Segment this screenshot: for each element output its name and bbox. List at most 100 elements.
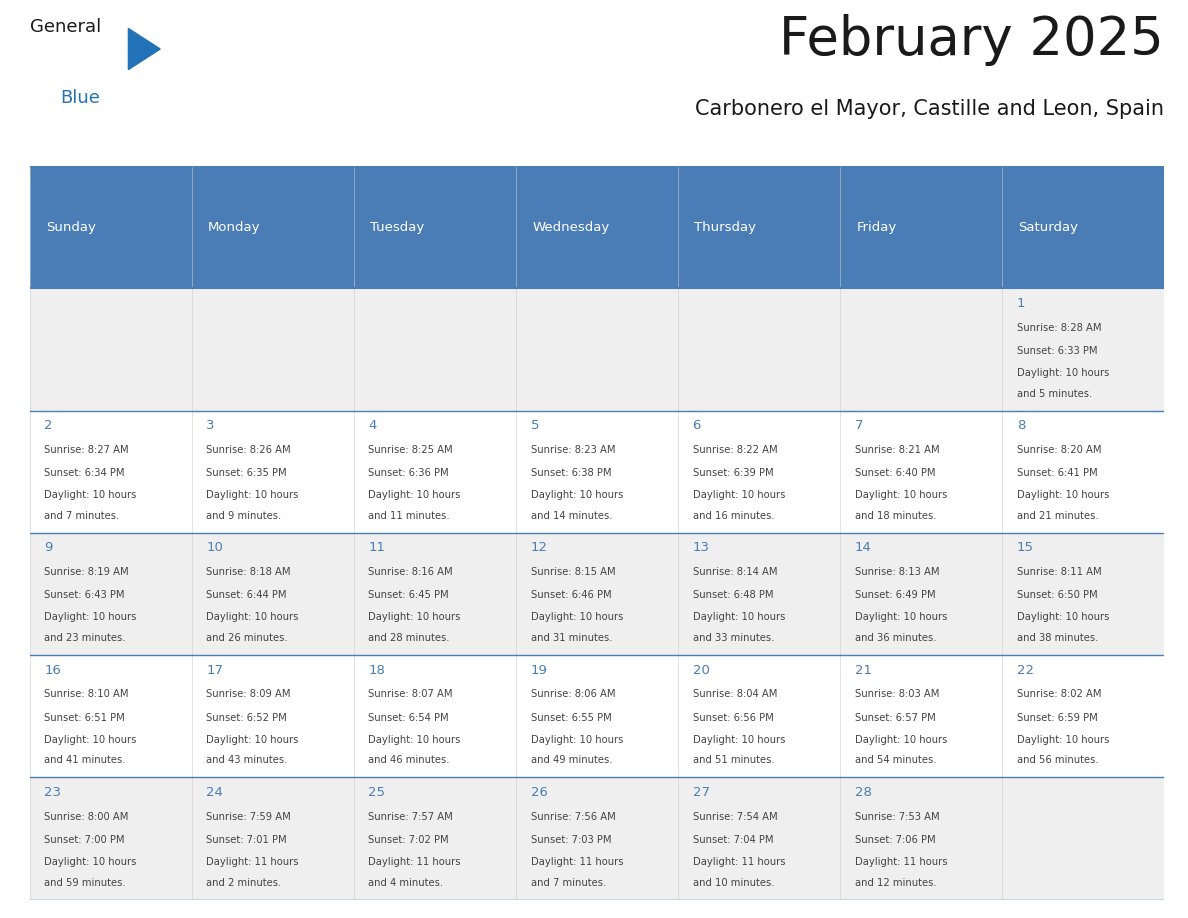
Text: Sunrise: 8:20 AM: Sunrise: 8:20 AM (1017, 445, 1101, 455)
Text: 19: 19 (531, 664, 548, 677)
Text: and 43 minutes.: and 43 minutes. (207, 756, 287, 766)
Text: Sunrise: 7:57 AM: Sunrise: 7:57 AM (368, 812, 453, 822)
Text: and 2 minutes.: and 2 minutes. (207, 878, 282, 888)
Text: and 7 minutes.: and 7 minutes. (44, 511, 120, 521)
Text: Daylight: 11 hours: Daylight: 11 hours (531, 856, 623, 867)
Text: 7: 7 (854, 420, 864, 432)
Bar (30, 288, 1164, 410)
Text: Daylight: 10 hours: Daylight: 10 hours (368, 612, 461, 622)
Text: Sunrise: 8:21 AM: Sunrise: 8:21 AM (854, 445, 940, 455)
Polygon shape (128, 28, 160, 70)
Bar (840, 166, 1003, 288)
Text: Sunset: 6:57 PM: Sunset: 6:57 PM (854, 712, 935, 722)
Text: and 51 minutes.: and 51 minutes. (693, 756, 775, 766)
Text: Sunrise: 8:03 AM: Sunrise: 8:03 AM (854, 689, 939, 700)
Text: Sunset: 6:49 PM: Sunset: 6:49 PM (854, 590, 935, 600)
Text: Sunrise: 8:00 AM: Sunrise: 8:00 AM (44, 812, 128, 822)
Text: and 49 minutes.: and 49 minutes. (531, 756, 612, 766)
Text: February 2025: February 2025 (779, 14, 1164, 66)
Text: and 12 minutes.: and 12 minutes. (854, 878, 936, 888)
Text: Sunrise: 7:56 AM: Sunrise: 7:56 AM (531, 812, 615, 822)
Text: Sunset: 6:40 PM: Sunset: 6:40 PM (854, 468, 935, 478)
Text: Daylight: 10 hours: Daylight: 10 hours (1017, 612, 1110, 622)
Text: Daylight: 10 hours: Daylight: 10 hours (693, 612, 785, 622)
Text: Daylight: 11 hours: Daylight: 11 hours (693, 856, 785, 867)
Text: Sunrise: 8:19 AM: Sunrise: 8:19 AM (44, 567, 129, 577)
Text: Sunset: 6:39 PM: Sunset: 6:39 PM (693, 468, 773, 478)
Text: Daylight: 10 hours: Daylight: 10 hours (531, 612, 623, 622)
Text: and 59 minutes.: and 59 minutes. (44, 878, 126, 888)
Text: Daylight: 10 hours: Daylight: 10 hours (207, 490, 298, 500)
Text: Sunrise: 8:07 AM: Sunrise: 8:07 AM (368, 689, 453, 700)
Text: and 7 minutes.: and 7 minutes. (531, 878, 606, 888)
Text: 1: 1 (1017, 297, 1025, 310)
Text: Sunrise: 8:14 AM: Sunrise: 8:14 AM (693, 567, 777, 577)
Text: and 10 minutes.: and 10 minutes. (693, 878, 775, 888)
Bar (516, 166, 678, 288)
Text: 27: 27 (693, 786, 709, 799)
Text: Sunrise: 7:59 AM: Sunrise: 7:59 AM (207, 812, 291, 822)
Text: Sunset: 7:02 PM: Sunset: 7:02 PM (368, 834, 449, 845)
Text: 15: 15 (1017, 542, 1034, 554)
Text: Daylight: 11 hours: Daylight: 11 hours (368, 856, 461, 867)
Text: Wednesday: Wednesday (532, 221, 609, 234)
Text: Daylight: 10 hours: Daylight: 10 hours (1017, 368, 1110, 378)
Text: 12: 12 (531, 542, 548, 554)
Text: 23: 23 (44, 786, 62, 799)
Text: 11: 11 (368, 542, 385, 554)
Text: Daylight: 10 hours: Daylight: 10 hours (207, 734, 298, 744)
Bar (30, 410, 1164, 532)
Bar (30, 778, 1164, 900)
Text: Sunrise: 8:11 AM: Sunrise: 8:11 AM (1017, 567, 1101, 577)
Text: Daylight: 10 hours: Daylight: 10 hours (368, 734, 461, 744)
Text: Sunrise: 8:16 AM: Sunrise: 8:16 AM (368, 567, 453, 577)
Text: and 23 minutes.: and 23 minutes. (44, 633, 126, 644)
Text: and 38 minutes.: and 38 minutes. (1017, 633, 1098, 644)
Text: 4: 4 (368, 420, 377, 432)
Text: Monday: Monday (208, 221, 260, 234)
Text: Sunset: 6:46 PM: Sunset: 6:46 PM (531, 590, 611, 600)
Text: and 9 minutes.: and 9 minutes. (207, 511, 282, 521)
Text: Daylight: 10 hours: Daylight: 10 hours (531, 734, 623, 744)
Text: Sunrise: 8:27 AM: Sunrise: 8:27 AM (44, 445, 129, 455)
Text: Sunrise: 8:02 AM: Sunrise: 8:02 AM (1017, 689, 1101, 700)
Text: Daylight: 10 hours: Daylight: 10 hours (531, 490, 623, 500)
Text: Daylight: 10 hours: Daylight: 10 hours (693, 490, 785, 500)
Text: Sunrise: 8:13 AM: Sunrise: 8:13 AM (854, 567, 940, 577)
Text: Daylight: 10 hours: Daylight: 10 hours (44, 612, 137, 622)
Text: Sunset: 7:01 PM: Sunset: 7:01 PM (207, 834, 287, 845)
Bar (30, 166, 191, 288)
Text: Daylight: 10 hours: Daylight: 10 hours (693, 734, 785, 744)
Text: Daylight: 10 hours: Daylight: 10 hours (854, 734, 947, 744)
Bar (30, 532, 1164, 655)
Text: Sunset: 6:38 PM: Sunset: 6:38 PM (531, 468, 611, 478)
Text: and 56 minutes.: and 56 minutes. (1017, 756, 1099, 766)
Text: Daylight: 10 hours: Daylight: 10 hours (44, 856, 137, 867)
Text: Sunset: 6:54 PM: Sunset: 6:54 PM (368, 712, 449, 722)
Text: and 5 minutes.: and 5 minutes. (1017, 388, 1092, 398)
Bar (354, 166, 516, 288)
Text: 10: 10 (207, 542, 223, 554)
Text: Sunset: 6:36 PM: Sunset: 6:36 PM (368, 468, 449, 478)
Text: and 16 minutes.: and 16 minutes. (693, 511, 775, 521)
Text: Sunrise: 8:04 AM: Sunrise: 8:04 AM (693, 689, 777, 700)
Text: and 11 minutes.: and 11 minutes. (368, 511, 450, 521)
Bar (678, 166, 840, 288)
Text: Sunrise: 8:26 AM: Sunrise: 8:26 AM (207, 445, 291, 455)
Text: 18: 18 (368, 664, 385, 677)
Text: Daylight: 10 hours: Daylight: 10 hours (44, 490, 137, 500)
Text: 6: 6 (693, 420, 701, 432)
Text: Tuesday: Tuesday (369, 221, 424, 234)
Text: Sunrise: 7:53 AM: Sunrise: 7:53 AM (854, 812, 940, 822)
Text: Sunrise: 7:54 AM: Sunrise: 7:54 AM (693, 812, 777, 822)
Text: and 18 minutes.: and 18 minutes. (854, 511, 936, 521)
Text: Daylight: 10 hours: Daylight: 10 hours (368, 490, 461, 500)
Text: Daylight: 11 hours: Daylight: 11 hours (207, 856, 299, 867)
Text: Sunset: 6:34 PM: Sunset: 6:34 PM (44, 468, 125, 478)
Text: Sunset: 6:35 PM: Sunset: 6:35 PM (207, 468, 287, 478)
Text: Sunset: 6:59 PM: Sunset: 6:59 PM (1017, 712, 1098, 722)
Text: 2: 2 (44, 420, 52, 432)
Text: Blue: Blue (61, 89, 100, 106)
Text: and 4 minutes.: and 4 minutes. (368, 878, 443, 888)
Text: Sunset: 6:44 PM: Sunset: 6:44 PM (207, 590, 286, 600)
